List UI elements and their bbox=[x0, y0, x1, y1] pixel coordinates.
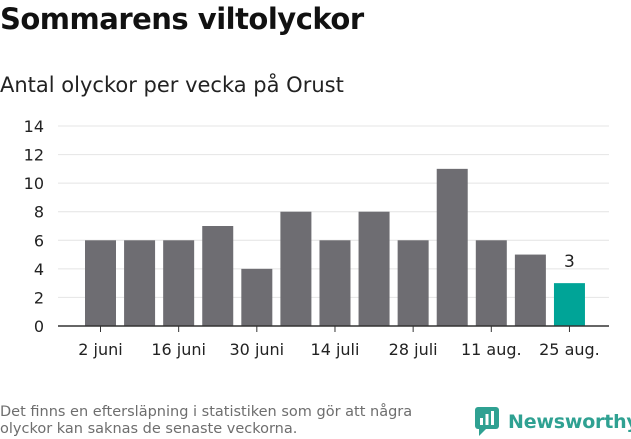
x-tick-label: 2 juni bbox=[78, 340, 122, 359]
bar bbox=[319, 240, 351, 326]
y-tick-label: 0 bbox=[34, 317, 44, 336]
bar bbox=[553, 283, 585, 326]
y-tick-label: 10 bbox=[24, 174, 44, 193]
y-tick-label: 14 bbox=[24, 117, 44, 136]
bar bbox=[85, 240, 116, 326]
x-tick-label: 25 aug. bbox=[539, 340, 600, 359]
x-tick-label: 11 aug. bbox=[461, 340, 522, 359]
newsworthy-logo-icon bbox=[475, 407, 499, 436]
bar bbox=[514, 254, 546, 326]
y-tick-label: 2 bbox=[34, 288, 44, 307]
bar bbox=[397, 240, 429, 326]
x-tick-label: 16 juni bbox=[151, 340, 206, 359]
x-tick-label: 28 juli bbox=[389, 340, 438, 359]
x-tick-label: 14 juli bbox=[311, 340, 360, 359]
bar bbox=[124, 240, 156, 326]
bar bbox=[163, 240, 195, 326]
footnote: Det finns en eftersläpning i statistiken… bbox=[0, 404, 413, 437]
bar bbox=[475, 240, 507, 326]
bar bbox=[202, 226, 234, 326]
y-tick-label: 6 bbox=[34, 231, 44, 250]
bar bbox=[358, 211, 390, 326]
bar bbox=[241, 268, 273, 326]
bar bbox=[436, 168, 468, 326]
data-label: 3 bbox=[564, 252, 575, 272]
newsworthy-logo[interactable]: Newsworthy bbox=[475, 407, 631, 437]
bar bbox=[280, 211, 312, 326]
y-tick-label: 8 bbox=[34, 203, 44, 222]
x-tick-label: 30 juni bbox=[230, 340, 285, 359]
y-tick-label: 12 bbox=[24, 146, 44, 165]
y-tick-label: 4 bbox=[34, 260, 44, 279]
logo-text: Newsworthy bbox=[508, 411, 631, 433]
chart-subtitle: Antal olyckor per vecka på Orust bbox=[0, 73, 344, 97]
chart-title: Sommarens viltolyckor bbox=[0, 2, 364, 36]
